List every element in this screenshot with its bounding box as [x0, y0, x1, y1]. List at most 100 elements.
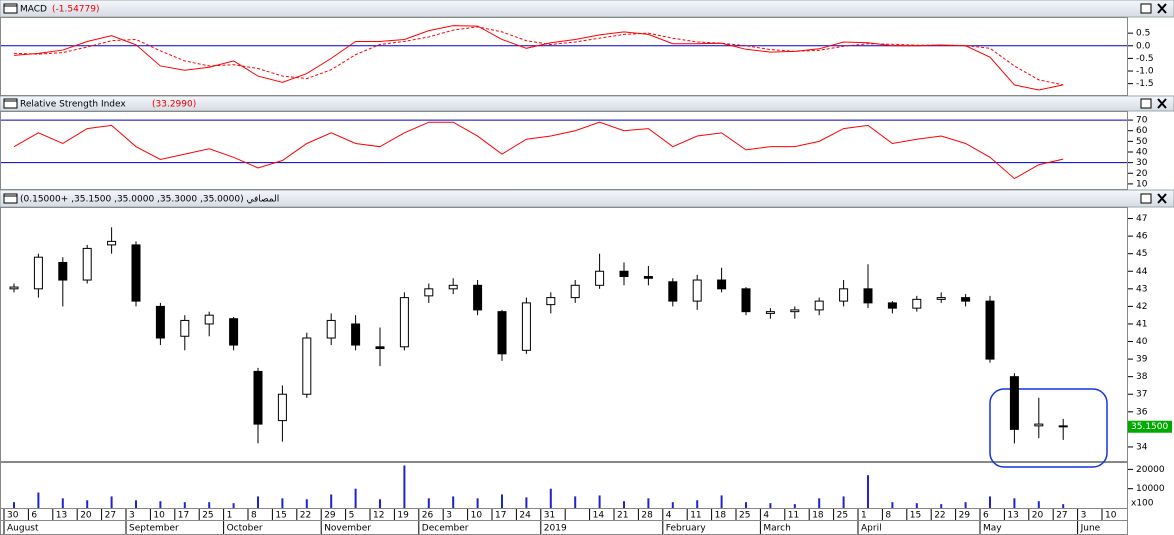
close-button[interactable] — [1157, 98, 1167, 109]
candle-body — [546, 297, 556, 306]
last-price-box — [1128, 420, 1172, 433]
x-tick-label: 15 — [910, 511, 921, 521]
volume-bar — [696, 500, 699, 508]
candle-body — [399, 297, 409, 348]
y-tick-label: 39 — [1136, 355, 1148, 365]
candle-body — [326, 319, 336, 339]
month-label: December — [422, 524, 469, 534]
candle-body — [277, 393, 287, 422]
x-tick-label: 8 — [251, 511, 257, 521]
candle-body — [1034, 423, 1044, 427]
volume-bar — [940, 504, 943, 508]
y-tick-label: 34 — [1136, 442, 1148, 452]
x-tick-label: 10 — [1105, 511, 1117, 521]
y-tick-label: 50 — [1136, 137, 1148, 147]
volume-bar — [964, 502, 967, 508]
maximize-button[interactable] — [1140, 193, 1152, 204]
x-tick-label: 31 — [544, 511, 555, 521]
panel-title: Relative Strength Index — [20, 100, 126, 110]
candle-body — [692, 279, 702, 302]
x-tick-label: 28 — [641, 511, 653, 521]
volume-bar — [598, 495, 601, 508]
maximize-button[interactable] — [1140, 3, 1152, 14]
candle-body — [643, 276, 653, 279]
y-tick-label: 46 — [1136, 232, 1148, 242]
y-tick-label: 40 — [1136, 337, 1148, 347]
maximize-button[interactable] — [1140, 98, 1152, 109]
candle-body — [351, 323, 361, 346]
x-tick-label: 17 — [178, 511, 189, 521]
volume-bar — [403, 465, 406, 508]
x-tick-label: 5 — [349, 511, 355, 521]
month-label: 2019 — [544, 524, 567, 534]
y-tick-label: 20 — [1136, 169, 1148, 179]
volume-bar — [281, 498, 284, 508]
candle-body — [302, 337, 312, 395]
volume-bar — [671, 502, 674, 508]
y-tick-label: 60 — [1136, 126, 1148, 136]
x-tick-label: 11 — [690, 511, 701, 521]
indicator-line — [13, 25, 1064, 91]
candle-body — [1058, 425, 1068, 428]
candle-body — [33, 256, 43, 290]
volume-bar — [232, 503, 235, 508]
candle-body — [155, 305, 165, 339]
y-tick-label: -1.0 — [1136, 67, 1154, 77]
y-tick-label: 37 — [1136, 390, 1147, 400]
month-label: November — [324, 524, 371, 534]
month-label: April — [861, 524, 882, 534]
candle-body — [839, 288, 849, 302]
x-tick-label: 13 — [56, 511, 67, 521]
x-tick-label: 27 — [1056, 511, 1067, 521]
x-tick-label: 25 — [837, 511, 848, 521]
y-tick-label: 43 — [1136, 284, 1147, 294]
x-tick-label: 3 — [129, 511, 135, 521]
candle-body — [424, 288, 434, 297]
close-button[interactable] — [1157, 193, 1167, 204]
volume-bar — [183, 502, 186, 508]
indicator-line — [13, 26, 1064, 86]
volume-bar — [1037, 501, 1040, 508]
volume-bar — [330, 494, 333, 508]
volume-bar — [305, 499, 308, 508]
x-tick-label: 26 — [422, 511, 434, 521]
volume-bar — [354, 488, 357, 508]
x-tick-label: 29 — [959, 511, 971, 521]
panel-frames — [0, 17, 1128, 535]
volume-bar — [452, 496, 455, 508]
volume-bar — [501, 494, 503, 508]
candle-body — [961, 297, 971, 302]
panel-title: المصافي (35.0000, 35.3000, 35.0000, 35.1… — [20, 195, 279, 205]
candle-body — [887, 302, 897, 309]
month-label: October — [227, 524, 263, 534]
volume-bar — [867, 475, 869, 508]
y-tick-label: 70 — [1136, 116, 1148, 126]
x-tick-label: 12 — [373, 511, 384, 521]
x-tick-label: 3 — [446, 511, 452, 521]
y-tick-label: 38 — [1136, 372, 1148, 382]
y-tick-label: 36 — [1136, 407, 1148, 417]
x-tick-label: 19 — [397, 511, 409, 521]
close-button[interactable] — [1157, 3, 1167, 14]
month-label: June — [1080, 524, 1101, 534]
candle-body — [595, 270, 605, 286]
x-tick-label: 13 — [1007, 511, 1018, 521]
y-tick-label: 0.0 — [1136, 41, 1151, 51]
unit-label: x100 — [1131, 499, 1154, 509]
x-tick-label: 29 — [324, 511, 336, 521]
x-tick-label: 1 — [861, 511, 867, 521]
volume-bar — [793, 504, 796, 508]
indicator-line — [13, 121, 1064, 180]
month-label: March — [763, 524, 790, 534]
candle-body — [863, 288, 873, 304]
volume-bar — [647, 498, 650, 508]
volume-bar — [720, 495, 723, 508]
candle-body — [741, 288, 751, 313]
y-tick-label: 44 — [1136, 267, 1148, 277]
macd-header: MACD (-1.54779) — [0, 0, 1174, 18]
y-tick-label: 47 — [1136, 214, 1147, 224]
candle-body — [375, 346, 385, 350]
candle-body — [814, 300, 824, 311]
volume-bar — [257, 496, 259, 508]
